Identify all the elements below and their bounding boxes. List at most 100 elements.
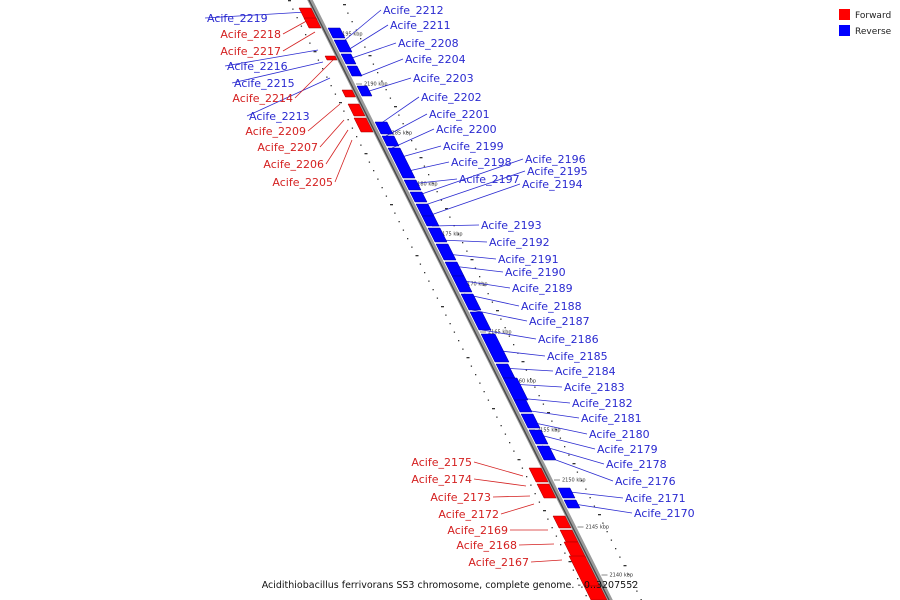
track-dot [513,450,515,452]
track-dot [296,17,298,19]
track-dot [542,403,545,405]
forward-gene-block [303,17,322,29]
gene-label[interactable]: Acife_2196 [525,153,586,166]
tick-label: 2195 kbp [339,32,363,38]
gene-label[interactable]: Acife_2202 [421,91,482,104]
track-dot [568,561,572,563]
gene-label[interactable]: Acife_2214 [232,92,293,105]
gene-label[interactable]: Acife_2187 [529,315,590,328]
gene-label[interactable]: Acife_2188 [521,300,582,313]
track-dot [428,174,430,176]
legend-forward-label: Forward [855,11,891,21]
track-dot [500,425,502,427]
gene-label[interactable]: Acife_2203 [413,72,474,85]
track-dot [585,595,587,597]
gene-label[interactable]: Acife_2185 [547,350,608,363]
gene-label[interactable]: Acife_2207 [257,141,318,154]
gene-label[interactable]: Acife_2197 [459,173,520,186]
track-dot [496,416,498,418]
track-dot [627,573,630,575]
gene-label[interactable]: Acife_2193 [481,219,542,232]
track-dot [440,199,443,201]
track-dot [373,170,375,172]
gene-label[interactable]: Acife_2174 [411,473,472,486]
leader-line [541,445,605,465]
gene-label[interactable]: Acife_2201 [429,108,490,121]
leader-line [481,329,537,340]
gene-label[interactable]: Acife_2178 [606,458,667,471]
gene-label[interactable]: Acife_2190 [505,266,566,279]
gene-label[interactable]: Acife_2206 [263,158,324,171]
track-dot [432,289,434,291]
leader-line [529,421,588,435]
leader-line [294,57,336,99]
forward-gene-block [353,117,374,133]
gene-label[interactable]: Acife_2184 [555,365,616,378]
gene-label[interactable]: Acife_2191 [498,253,559,266]
gene-label[interactable]: Acife_2215 [234,77,295,90]
forward-gene-block [324,55,338,61]
track-dot [593,505,596,507]
track-dot [517,459,521,461]
track-dot [436,191,438,193]
gene-label[interactable]: Acife_2218 [220,28,281,41]
reverse-gene-block [513,399,533,413]
gene-label[interactable]: Acife_2175 [411,456,472,469]
gene-label[interactable]: Acife_2213 [249,110,310,123]
gene-label[interactable]: Acife_2199 [443,140,504,153]
track-dot [411,140,413,142]
gene-label[interactable]: Acife_2217 [220,45,281,58]
gene-label[interactable]: Acife_2169 [447,524,508,537]
track-dot [521,361,525,363]
leader-line [445,253,497,260]
track-dot [441,306,444,308]
track-dot [351,127,354,129]
gene-label[interactable]: Acife_2204 [405,53,466,66]
gene-label[interactable]: Acife_2172 [438,508,499,521]
gene-label[interactable]: Acife_2171 [625,492,686,505]
gene-label[interactable]: Acife_2198 [451,156,512,169]
gene-label[interactable]: Acife_2209 [245,125,306,138]
gene-label[interactable]: Acife_2176 [615,475,676,488]
gene-label[interactable]: Acife_2181 [581,412,642,425]
gene-label[interactable]: Acife_2219 [207,12,268,25]
gene-label[interactable]: Acife_2205 [272,176,333,189]
reverse-gene-block [387,147,416,179]
reverse-gene-block [381,135,400,147]
reverse-gene-block [356,85,373,97]
gene-label[interactable]: Acife_2167 [468,556,529,569]
gene-label[interactable]: Acife_2194 [522,178,583,191]
gene-label[interactable]: Acife_2189 [512,282,573,295]
gene-label[interactable]: Acife_2173 [430,491,491,504]
legend-reverse-label: Reverse [855,27,892,37]
gene-label[interactable]: Acife_2168 [456,539,517,552]
track-dot [551,527,553,529]
leader-line [204,11,307,19]
gene-label[interactable]: Acife_2192 [489,236,550,249]
track-dot [513,344,515,346]
gene-label[interactable]: Acife_2170 [634,507,695,520]
gene-label[interactable]: Acife_2183 [564,381,625,394]
track-dot [377,178,379,180]
track-dot [343,4,346,6]
track-dot [347,12,349,14]
leader-line [385,113,428,137]
gene-label[interactable]: Acife_2212 [383,4,444,17]
reverse-gene-block [421,215,440,227]
gene-label[interactable]: Acife_2179 [597,443,658,456]
gene-label[interactable]: Acife_2182 [572,397,633,410]
track-dot [381,80,383,82]
track-dot [322,68,324,70]
gene-label[interactable]: Acife_2180 [589,428,650,441]
gene-label[interactable]: Acife_2200 [436,123,497,136]
track-dot [479,276,481,278]
leader-line [246,77,331,117]
tick-label: 2175 kbp [439,232,463,238]
gene-label[interactable]: Acife_2216 [227,60,288,73]
gene-label[interactable]: Acife_2186 [538,333,599,346]
gene-label[interactable]: Acife_2211 [390,19,451,32]
leader-line [451,265,504,273]
gene-label[interactable]: Acife_2208 [398,37,459,50]
leader-line [365,77,412,93]
gene-label[interactable]: Acife_2195 [527,165,588,178]
